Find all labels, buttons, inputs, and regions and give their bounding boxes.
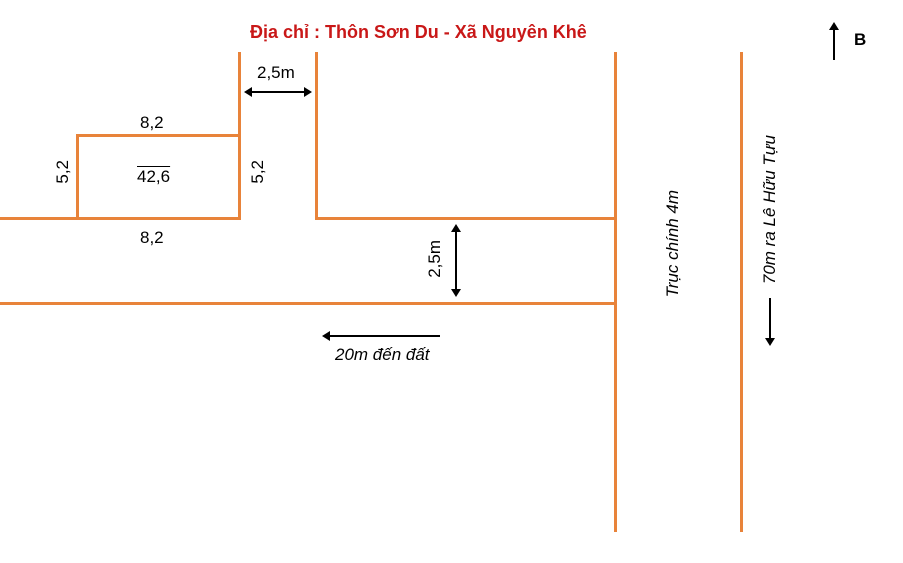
dim-alley-bottom: 2,5m (425, 240, 445, 278)
plot-right-line (238, 52, 241, 220)
arrow-to-street (769, 298, 771, 338)
distance-to-land: 20m đến đất (335, 345, 430, 365)
plot-bottom-line (0, 217, 241, 220)
dim-left-height: 5,2 (53, 160, 73, 184)
dim-top-width: 8,2 (140, 113, 164, 133)
compass-arrow (833, 30, 835, 60)
plot-left-line (76, 134, 79, 219)
plot-top-line (76, 134, 240, 137)
arrow-alley-bottom (455, 232, 457, 289)
lower-street-line (0, 302, 617, 305)
compass-label: B (854, 30, 866, 50)
main-axis-right-line (740, 52, 743, 532)
arrow-to-land (330, 335, 440, 337)
dim-right-height: 5,2 (248, 160, 268, 184)
distance-to-street: 70m ra Lê Hữu Tựu (760, 135, 780, 284)
main-axis-label: Trục chính 4m (663, 190, 683, 297)
dim-alley-top: 2,5m (257, 63, 295, 83)
alley-right-line (315, 52, 318, 220)
block2-bottom-line (315, 217, 617, 220)
main-axis-left-line (614, 52, 617, 532)
area-label: 42,6 (137, 167, 170, 187)
arrow-alley-top (252, 91, 304, 93)
dim-bottom-width: 8,2 (140, 228, 164, 248)
page-title: Địa chỉ : Thôn Sơn Du - Xã Nguyên Khê (250, 22, 587, 43)
